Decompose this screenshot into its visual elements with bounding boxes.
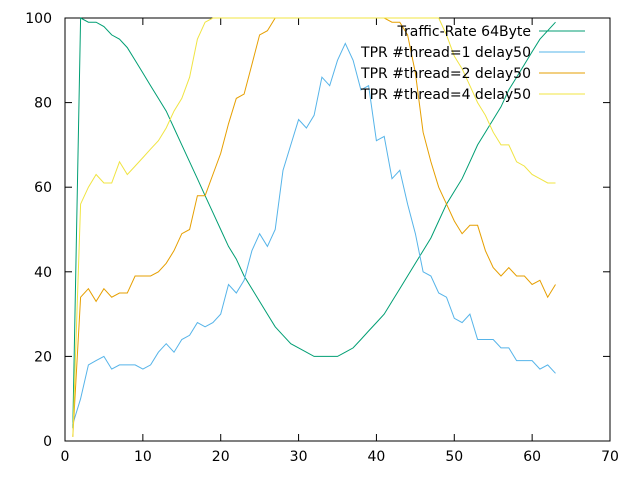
legend-label-3: TPR #thread=2 delay50 <box>360 66 531 82</box>
x-tick-label: 40 <box>368 449 386 465</box>
x-tick-label: 60 <box>523 449 541 465</box>
series-lines <box>72 17 556 437</box>
y-tick-label: 0 <box>43 434 52 450</box>
x-tick-label: 50 <box>445 449 463 465</box>
x-tick-label: 10 <box>134 449 152 465</box>
series-line-4 <box>72 17 556 437</box>
y-tick-label: 40 <box>34 265 52 281</box>
axis-ticks: 0 10 20 30 40 50 60 70 0 20 40 60 80 100 <box>25 11 619 465</box>
y-tick-label: 20 <box>34 349 52 365</box>
legend-label-4: TPR #thread=4 delay50 <box>360 87 531 103</box>
x-tick-label: 70 <box>601 449 619 465</box>
x-tick-label: 0 <box>61 449 70 465</box>
y-tick-label: 80 <box>34 96 52 112</box>
x-tick-label: 20 <box>212 449 230 465</box>
y-tick-label: 100 <box>25 11 52 27</box>
legend-label-1: Traffic-Rate 64Byte <box>397 24 531 40</box>
series-line-1 <box>72 17 556 429</box>
x-tick-label: 30 <box>290 449 308 465</box>
legend-label-2: TPR #thread=1 delay50 <box>360 45 531 61</box>
y-tick-label: 60 <box>34 180 52 196</box>
legend: Traffic-Rate 64Byte TPR #thread=1 delay50… <box>360 24 585 103</box>
series-line-2 <box>72 42 556 425</box>
